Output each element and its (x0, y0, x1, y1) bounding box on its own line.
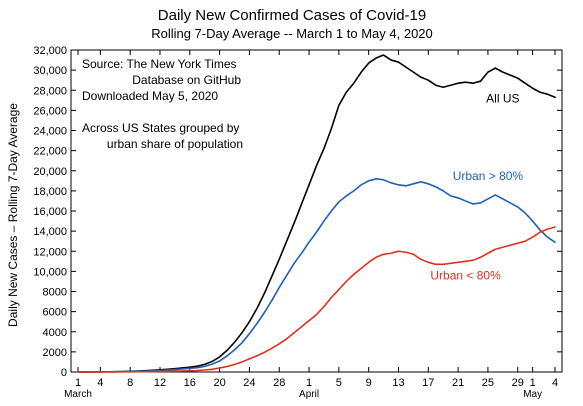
note-annotation: Across US States grouped by urban share … (82, 121, 243, 151)
x-month-label: May (523, 389, 542, 400)
y-tick-label: 12,000 (33, 246, 67, 258)
x-month-label: April (299, 389, 319, 400)
x-tick-label: 1 (306, 377, 312, 389)
series-label-urban-80: Urban < 80% (430, 268, 501, 282)
source-line-3: Downloaded May 5, 2020 (82, 89, 218, 103)
x-tick-label: 1 (530, 377, 536, 389)
y-tick-label: 10,000 (33, 266, 67, 278)
source-line-2: Database on GitHub (132, 73, 241, 87)
axes: 0 2000 4000 6000 8000 10,000 12,000 14,000 16,00… (33, 45, 563, 400)
y-tick-label: 8000 (43, 287, 67, 299)
x-month-label: March (64, 389, 92, 400)
x-tick-label: 25 (482, 377, 494, 389)
y-tick-label: 26,000 (33, 105, 67, 117)
x-tick-label: 9 (366, 377, 372, 389)
note-line-1: Across US States grouped by (82, 121, 239, 135)
y-tick-label: 28,000 (33, 85, 67, 97)
series-labels: All US Urban > 80% Urban < 80% (430, 91, 523, 282)
note-line-2: urban share of population (107, 137, 243, 151)
x-tick-label: 8 (127, 377, 133, 389)
x-tick-label: 28 (273, 377, 285, 389)
series-layer (77, 54, 556, 373)
series-line-urban-80 (77, 178, 556, 373)
x-tick-label: 16 (184, 377, 196, 389)
y-tick-label: 4000 (43, 327, 67, 339)
y-tick-label: 16,000 (33, 206, 67, 218)
x-tick-label: 20 (213, 377, 225, 389)
chart-subtitle: Rolling 7-Day Average -- March 1 to May … (151, 26, 433, 41)
x-tick-label: 21 (452, 377, 464, 389)
x-tick-label: 12 (154, 377, 166, 389)
x-tick-label: 4 (552, 377, 558, 389)
y-tick-label: 20,000 (33, 166, 67, 178)
source-annotation: Source: The New York Times Database on G… (82, 57, 241, 103)
y-tick-label: 32,000 (33, 45, 67, 57)
x-tick-label: 24 (243, 377, 255, 389)
source-line-1: Source: The New York Times (82, 57, 237, 71)
x-tick-label: 17 (422, 377, 434, 389)
y-tick-label: 6000 (43, 307, 67, 319)
y-tick-label: 18,000 (33, 186, 67, 198)
y-tick-label: 2000 (43, 347, 67, 359)
chart-title: Daily New Confirmed Cases of Covid-19 (158, 7, 426, 24)
y-axis-label: Daily New Cases – Rolling 7-Day Average (6, 103, 20, 327)
series-label-urban-80: Urban > 80% (453, 169, 524, 183)
y-tick-label: 24,000 (33, 126, 67, 138)
y-tick-label: 30,000 (33, 65, 67, 77)
x-tick-label: 4 (97, 377, 103, 389)
x-tick-label: 1 (75, 377, 81, 389)
y-tick-label: 0 (61, 367, 67, 379)
y-tick-label: 14,000 (33, 226, 67, 238)
y-tick-label: 22,000 (33, 146, 67, 158)
series-line-urban-80 (77, 226, 556, 373)
series-label-all-us: All US (486, 91, 519, 105)
x-tick-label: 5 (336, 377, 342, 389)
x-tick-label: 13 (392, 377, 404, 389)
x-tick-label: 29 (512, 377, 524, 389)
